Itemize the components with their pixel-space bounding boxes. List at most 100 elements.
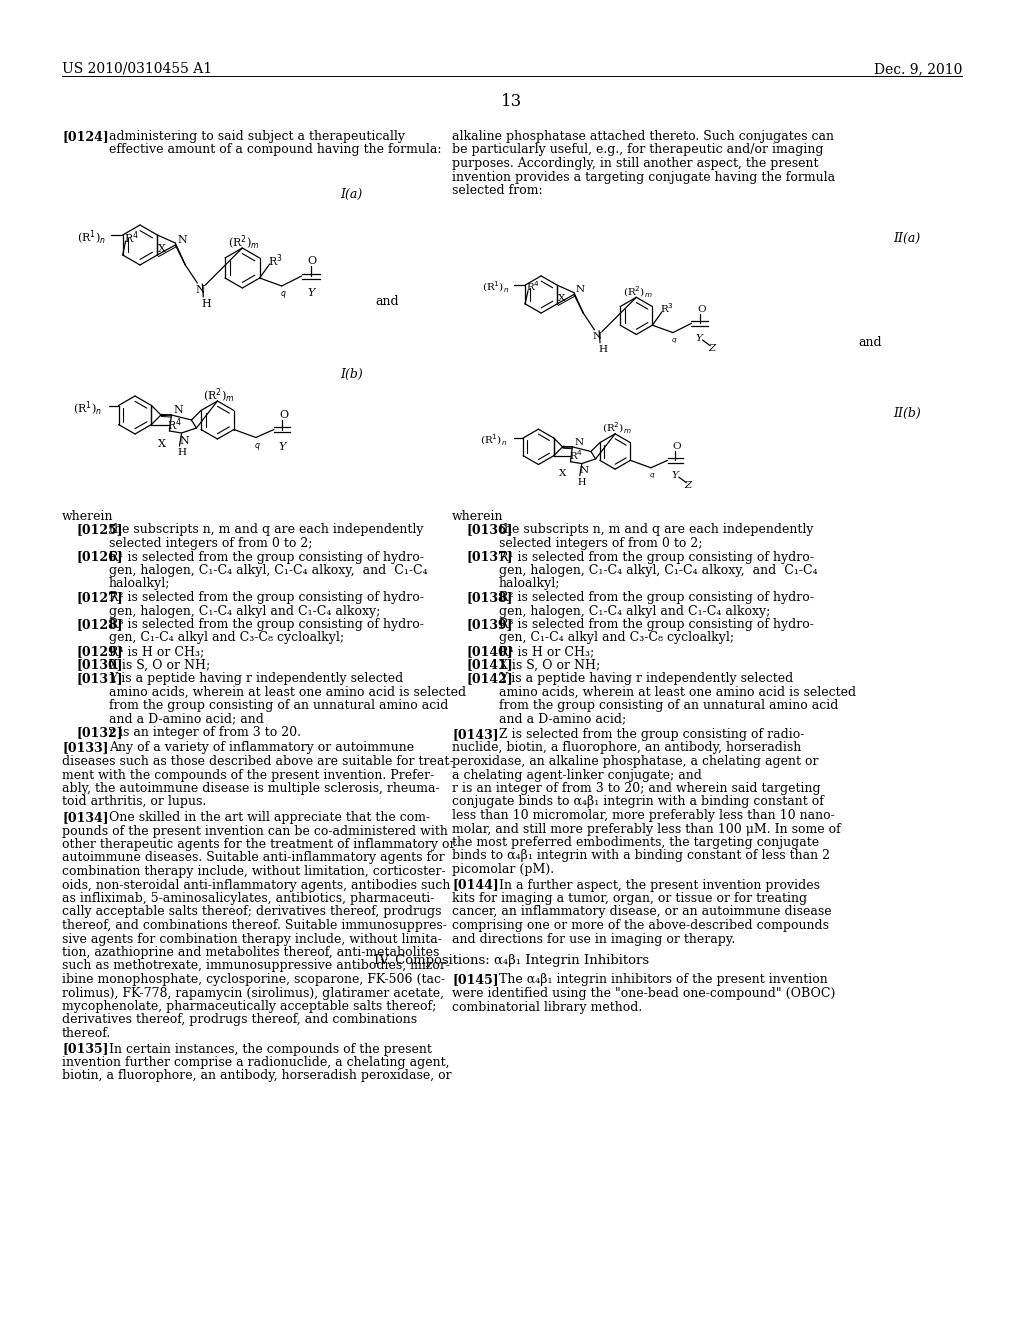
- Text: combinatorial library method.: combinatorial library method.: [452, 1001, 642, 1014]
- Text: Dec. 9, 2010: Dec. 9, 2010: [873, 62, 962, 77]
- Text: ably, the autoimmune disease is multiple sclerosis, rheuma-: ably, the autoimmune disease is multiple…: [62, 781, 439, 795]
- Text: [0139]: [0139]: [467, 618, 513, 631]
- Text: I(b): I(b): [340, 368, 362, 381]
- Text: II(a): II(a): [893, 232, 921, 246]
- Text: O: O: [279, 409, 288, 420]
- Text: [0140]: [0140]: [467, 645, 514, 657]
- Text: [0135]: [0135]: [62, 1043, 109, 1056]
- Text: (R$^1$)$_n$: (R$^1$)$_n$: [77, 228, 105, 247]
- Text: combination therapy include, without limitation, corticoster-: combination therapy include, without lim…: [62, 865, 445, 878]
- Text: wherein: wherein: [62, 510, 114, 523]
- Text: and: and: [375, 294, 398, 308]
- Text: administering to said subject a therapeutically: administering to said subject a therapeu…: [109, 129, 406, 143]
- Text: X: X: [558, 293, 565, 302]
- Text: R⁴ is H or CH₃;: R⁴ is H or CH₃;: [499, 645, 594, 657]
- Text: Z: Z: [684, 480, 691, 490]
- Text: [0134]: [0134]: [62, 810, 109, 824]
- Text: [0141]: [0141]: [467, 659, 514, 672]
- Text: N: N: [173, 405, 183, 414]
- Text: R$^3$: R$^3$: [659, 301, 674, 314]
- Text: pounds of the present invention can be co-administered with: pounds of the present invention can be c…: [62, 825, 447, 837]
- Text: [0142]: [0142]: [467, 672, 514, 685]
- Text: gen, halogen, C₁-C₄ alkyl and C₁-C₄ alkoxy;: gen, halogen, C₁-C₄ alkyl and C₁-C₄ alko…: [109, 605, 380, 618]
- Text: Y is a peptide having r independently selected: Y is a peptide having r independently se…: [109, 672, 403, 685]
- Text: N: N: [196, 285, 205, 294]
- Text: haloalkyl;: haloalkyl;: [499, 578, 560, 590]
- Text: gen, halogen, C₁-C₄ alkyl, C₁-C₄ alkoxy,  and  C₁-C₄: gen, halogen, C₁-C₄ alkyl, C₁-C₄ alkoxy,…: [109, 564, 428, 577]
- Text: from the group consisting of an unnatural amino acid: from the group consisting of an unnatura…: [499, 700, 839, 711]
- Text: US 2010/0310455 A1: US 2010/0310455 A1: [62, 62, 212, 77]
- Text: [0145]: [0145]: [452, 974, 499, 986]
- Text: H: H: [598, 345, 607, 354]
- Text: cancer, an inflammatory disease, or an autoimmune disease: cancer, an inflammatory disease, or an a…: [452, 906, 831, 919]
- Text: be particularly useful, e.g., for therapeutic and/or imaging: be particularly useful, e.g., for therap…: [452, 144, 823, 157]
- Text: nuclide, biotin, a fluorophore, an antibody, horseradish: nuclide, biotin, a fluorophore, an antib…: [452, 742, 801, 755]
- Text: $_q$: $_q$: [254, 441, 261, 454]
- Text: In certain instances, the compounds of the present: In certain instances, the compounds of t…: [109, 1043, 432, 1056]
- Text: Y: Y: [307, 288, 315, 298]
- Text: (R$^1$)$_n$: (R$^1$)$_n$: [482, 280, 509, 296]
- Text: molar, and still more preferably less than 100 μM. In some of: molar, and still more preferably less th…: [452, 822, 841, 836]
- Text: r is an integer of from 3 to 20.: r is an integer of from 3 to 20.: [109, 726, 301, 739]
- Text: $_q$: $_q$: [671, 337, 677, 346]
- Text: and a D-amino acid;: and a D-amino acid;: [499, 713, 627, 726]
- Text: comprising one or more of the above-described compounds: comprising one or more of the above-desc…: [452, 919, 829, 932]
- Text: X is S, O or NH;: X is S, O or NH;: [109, 659, 210, 672]
- Text: The α₄β₁ integrin inhibitors of the present invention: The α₄β₁ integrin inhibitors of the pres…: [499, 974, 827, 986]
- Text: Z is selected from the group consisting of radio-: Z is selected from the group consisting …: [499, 729, 805, 741]
- Text: IV. Compositions: α₄β₁ Integrin Inhibitors: IV. Compositions: α₄β₁ Integrin Inhibito…: [375, 954, 649, 968]
- Text: Y: Y: [279, 441, 287, 451]
- Text: $_q$: $_q$: [649, 471, 655, 480]
- Text: N: N: [177, 235, 187, 246]
- Text: effective amount of a compound having the formula:: effective amount of a compound having th…: [109, 144, 441, 157]
- Text: [0130]: [0130]: [77, 659, 124, 672]
- Text: H: H: [202, 300, 211, 309]
- Text: purposes. Accordingly, in still another aspect, the present: purposes. Accordingly, in still another …: [452, 157, 818, 170]
- Text: H: H: [177, 447, 186, 457]
- Text: R² is selected from the group consisting of hydro-: R² is selected from the group consisting…: [109, 591, 424, 605]
- Text: sive agents for combination therapy include, without limita-: sive agents for combination therapy incl…: [62, 932, 442, 945]
- Text: O: O: [697, 305, 706, 314]
- Text: amino acids, wherein at least one amino acid is selected: amino acids, wherein at least one amino …: [499, 685, 856, 698]
- Text: wherein: wherein: [452, 510, 504, 523]
- Text: I(a): I(a): [340, 187, 362, 201]
- Text: diseases such as those described above are suitable for treat-: diseases such as those described above a…: [62, 755, 454, 768]
- Text: the subscripts n, m and q are each independently: the subscripts n, m and q are each indep…: [109, 524, 424, 536]
- Text: alkaline phosphatase attached thereto. Such conjugates can: alkaline phosphatase attached thereto. S…: [452, 129, 834, 143]
- Text: Z: Z: [709, 343, 716, 352]
- Text: 13: 13: [502, 92, 522, 110]
- Text: N: N: [179, 436, 189, 446]
- Text: [0125]: [0125]: [77, 524, 124, 536]
- Text: selected from:: selected from:: [452, 183, 543, 197]
- Text: N: N: [574, 437, 584, 446]
- Text: invention provides a targeting conjugate having the formula: invention provides a targeting conjugate…: [452, 170, 836, 183]
- Text: the most preferred embodiments, the targeting conjugate: the most preferred embodiments, the targ…: [452, 836, 819, 849]
- Text: rolimus), FK-778, rapamycin (sirolimus), glatiramer acetate,: rolimus), FK-778, rapamycin (sirolimus),…: [62, 986, 444, 999]
- Text: R$^4$: R$^4$: [124, 228, 138, 246]
- Text: and: and: [858, 337, 882, 348]
- Text: One skilled in the art will appreciate that the com-: One skilled in the art will appreciate t…: [109, 810, 430, 824]
- Text: [0144]: [0144]: [452, 879, 499, 891]
- Text: [0133]: [0133]: [62, 742, 109, 755]
- Text: Y: Y: [672, 471, 678, 480]
- Text: thereof.: thereof.: [62, 1027, 112, 1040]
- Text: peroxidase, an alkaline phosphatase, a chelating agent or: peroxidase, an alkaline phosphatase, a c…: [452, 755, 818, 768]
- Text: binds to α₄β₁ integrin with a binding constant of less than 2: binds to α₄β₁ integrin with a binding co…: [452, 850, 830, 862]
- Text: haloalkyl;: haloalkyl;: [109, 578, 171, 590]
- Text: were identified using the "one-bead one-compound" (OBOC): were identified using the "one-bead one-…: [452, 987, 836, 1001]
- Text: Any of a variety of inflammatory or autoimmune: Any of a variety of inflammatory or auto…: [109, 742, 414, 755]
- Text: [0127]: [0127]: [77, 591, 124, 605]
- Text: N: N: [580, 466, 589, 475]
- Text: the subscripts n, m and q are each independently: the subscripts n, m and q are each indep…: [499, 524, 813, 536]
- Text: (R$^2$)$_m$: (R$^2$)$_m$: [228, 234, 260, 252]
- Text: cally acceptable salts thereof; derivatives thereof, prodrugs: cally acceptable salts thereof; derivati…: [62, 906, 441, 919]
- Text: and a D-amino acid; and: and a D-amino acid; and: [109, 713, 264, 726]
- Text: from the group consisting of an unnatural amino acid: from the group consisting of an unnatura…: [109, 700, 449, 711]
- Text: X is S, O or NH;: X is S, O or NH;: [499, 659, 600, 672]
- Text: Y is a peptide having r independently selected: Y is a peptide having r independently se…: [499, 672, 794, 685]
- Text: R¹ is selected from the group consisting of hydro-: R¹ is selected from the group consisting…: [109, 550, 424, 564]
- Text: $_q$: $_q$: [280, 290, 287, 302]
- Text: gen, halogen, C₁-C₄ alkyl and C₁-C₄ alkoxy;: gen, halogen, C₁-C₄ alkyl and C₁-C₄ alko…: [499, 605, 770, 618]
- Text: ment with the compounds of the present invention. Prefer-: ment with the compounds of the present i…: [62, 768, 434, 781]
- Text: (R$^2$)$_m$: (R$^2$)$_m$: [602, 421, 632, 436]
